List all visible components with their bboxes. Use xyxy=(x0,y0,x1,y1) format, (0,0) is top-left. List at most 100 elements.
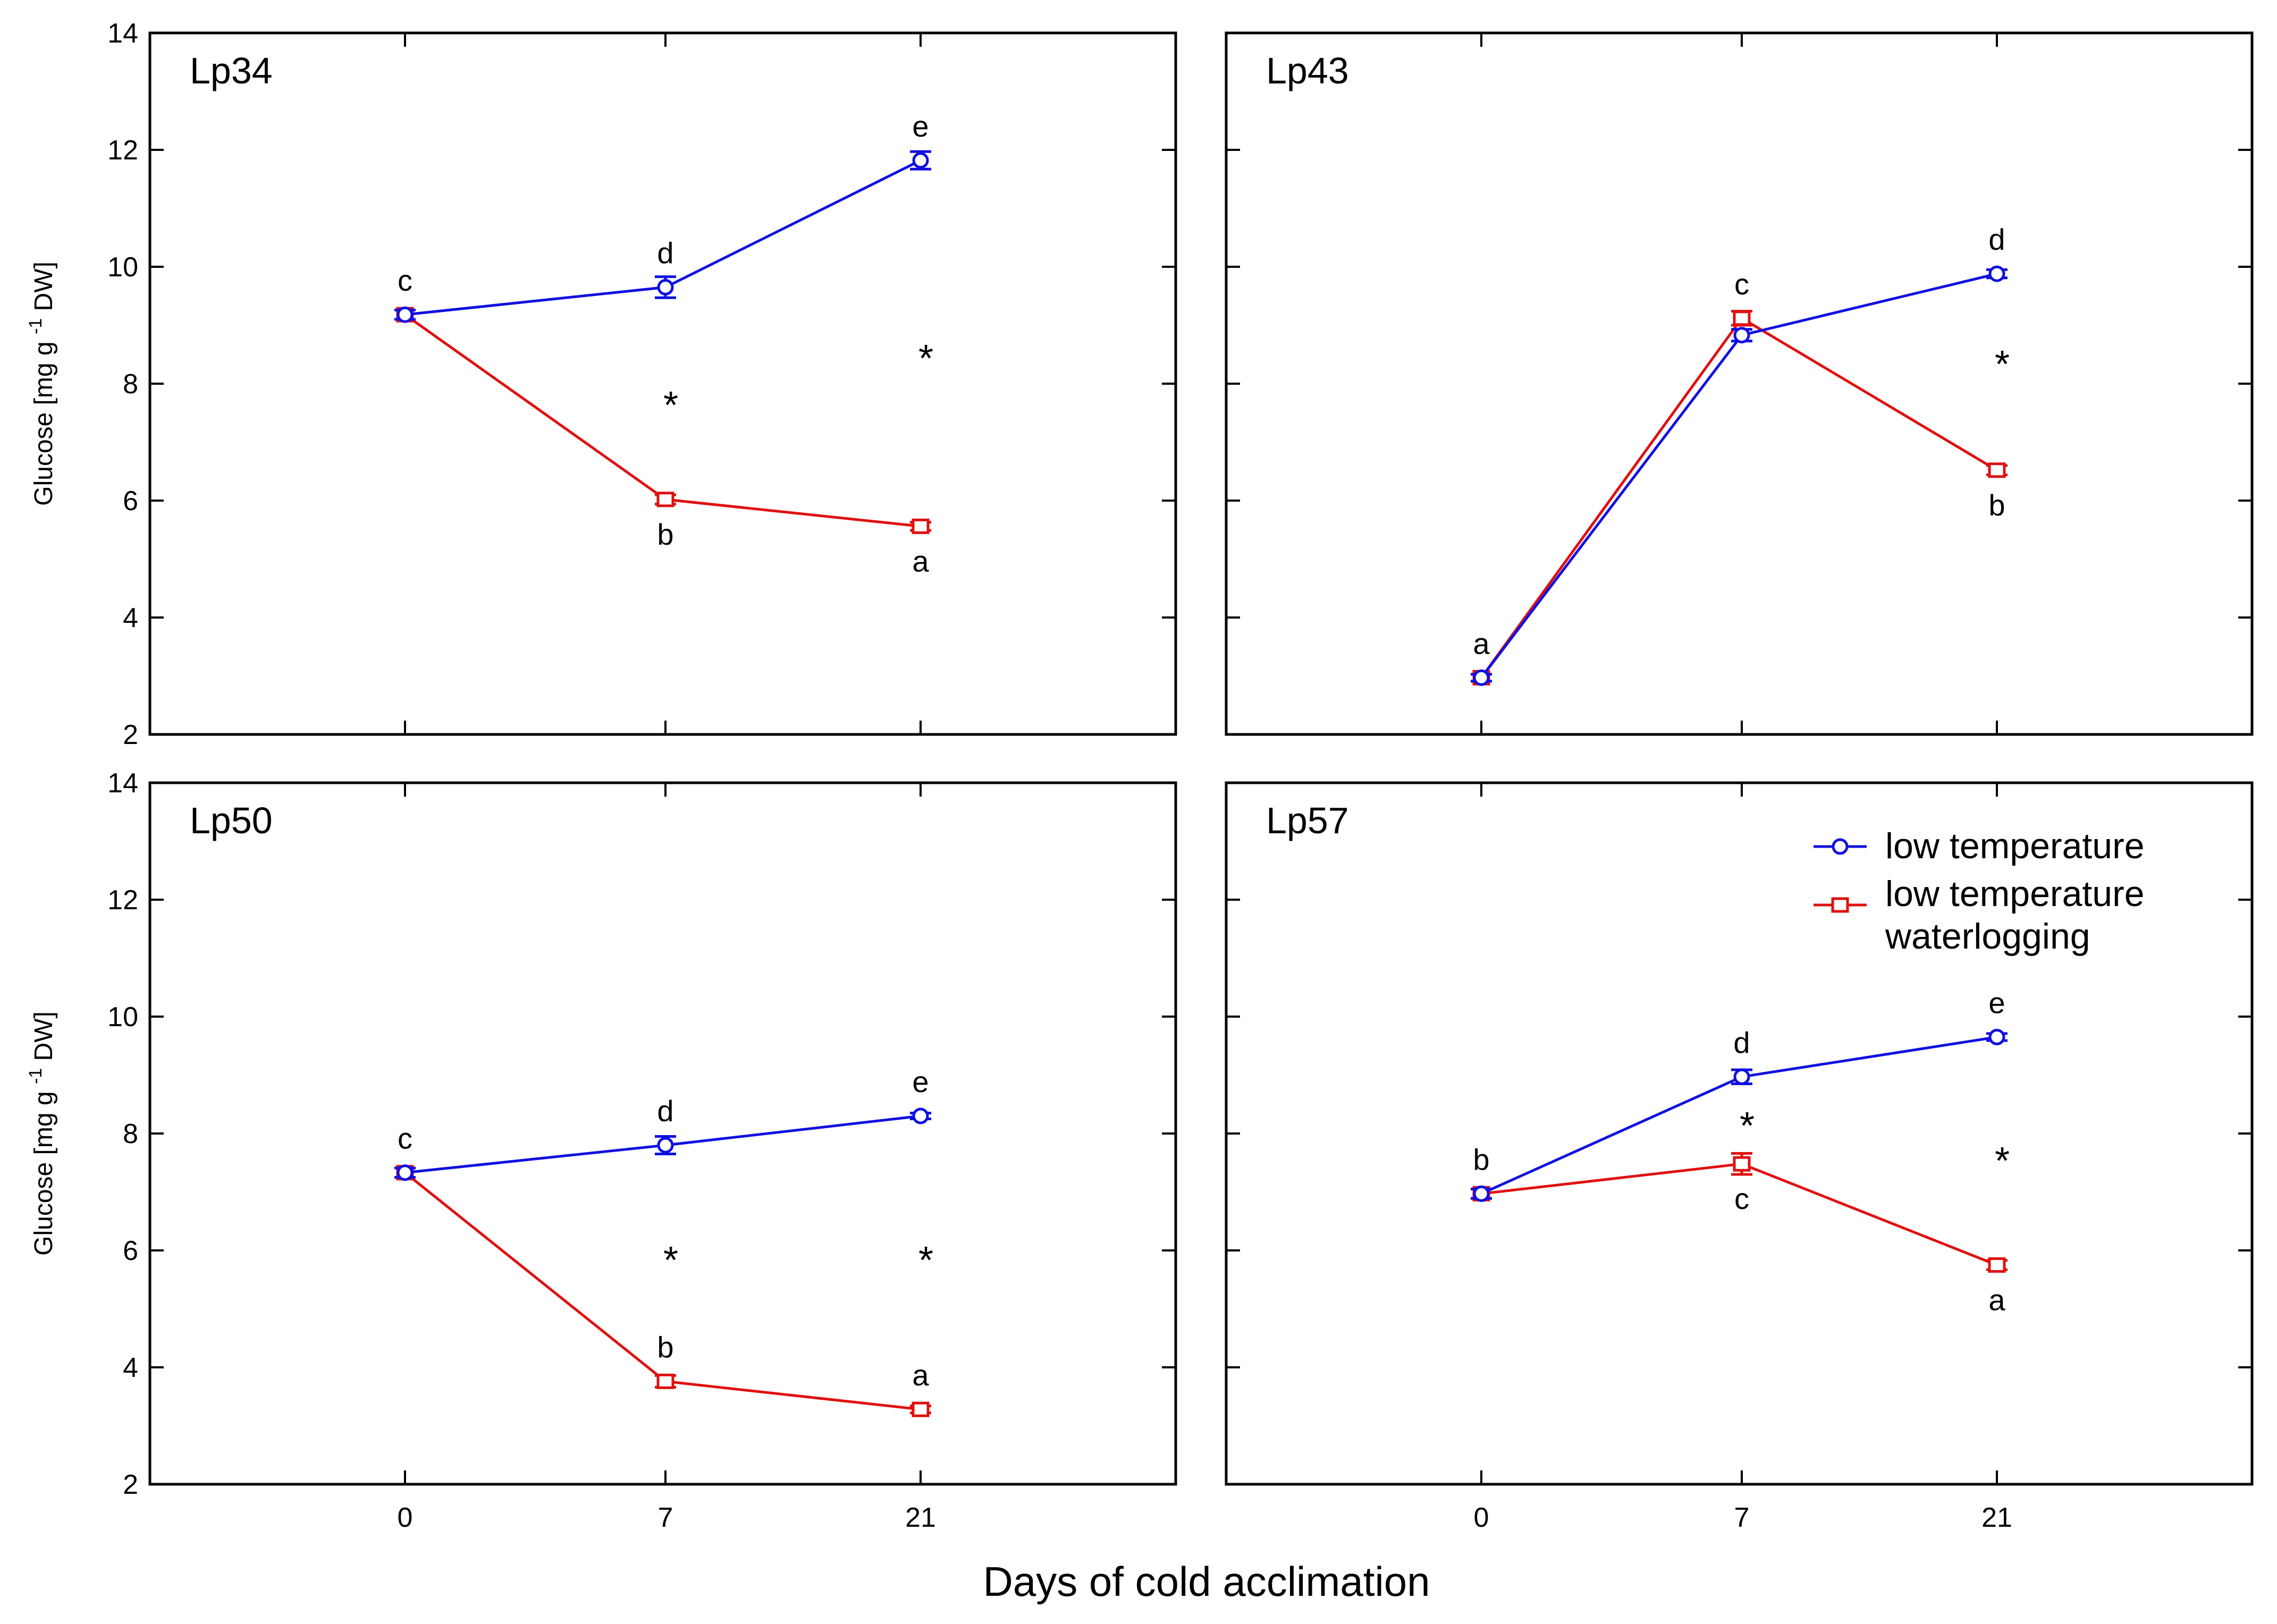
y-tick-label: 14 xyxy=(107,18,138,49)
series-low-temperature-waterlogging: ba xyxy=(394,1165,931,1417)
data-point-circle xyxy=(1988,265,2005,282)
significance-letter: c xyxy=(398,1122,412,1155)
legend-label: low temperature xyxy=(1885,874,2145,914)
series-low-temperature-waterlogging: ca xyxy=(1471,1152,2008,1317)
significance-letter: a xyxy=(1988,1283,2005,1317)
y-tick-label: 8 xyxy=(123,1119,138,1149)
y-tick-label: 2 xyxy=(123,1469,138,1500)
data-point-circle xyxy=(912,1107,929,1124)
significance-asterisk: * xyxy=(918,337,933,380)
data-point-circle xyxy=(1988,1029,2005,1045)
significance-asterisk: * xyxy=(1995,1140,2010,1182)
y-axis-label-main: Glucose [mg g xyxy=(30,334,58,506)
y-axis-label-unit: DW] xyxy=(30,261,58,318)
data-point-circle xyxy=(912,152,929,169)
significance-letter: c xyxy=(1734,1182,1749,1215)
data-point-circle xyxy=(657,279,674,295)
data-point-circle xyxy=(1473,669,1490,686)
y-tick-label: 4 xyxy=(123,1352,138,1383)
significance-letter: e xyxy=(1988,986,2005,1020)
data-point-circle xyxy=(1473,1185,1490,1202)
significance-letter: a xyxy=(1473,627,1490,660)
significance-letter: b xyxy=(1988,488,2005,522)
y-axis-label-superscript: -1 xyxy=(26,1068,46,1084)
y-tick-label: 4 xyxy=(123,603,138,633)
legend-label: low temperature xyxy=(1885,826,2145,866)
x-tick-label: 21 xyxy=(905,1502,936,1533)
significance-letter: d xyxy=(1988,223,2005,256)
significance-letter: b xyxy=(657,518,673,551)
data-point-circle xyxy=(1733,327,1750,344)
data-point-square xyxy=(912,1401,930,1417)
x-tick-label: 0 xyxy=(1474,1502,1489,1533)
panel-title: Lp50 xyxy=(190,800,273,841)
y-tick-label: 10 xyxy=(107,252,138,283)
significance-letter: d xyxy=(657,1094,673,1128)
legend-marker-square xyxy=(1831,897,1849,913)
significance-letter: d xyxy=(657,236,673,270)
panel-title: Lp43 xyxy=(1266,50,1349,91)
x-tick-label: 21 xyxy=(1981,1502,2012,1533)
panel-title: Lp57 xyxy=(1266,800,1349,841)
y-tick-label: 8 xyxy=(123,369,138,400)
significance-asterisk: * xyxy=(663,1239,678,1282)
data-point-square xyxy=(1733,1156,1751,1172)
significance-asterisk: * xyxy=(663,384,678,427)
y-tick-label: 14 xyxy=(107,768,138,799)
significance-letter: b xyxy=(657,1330,673,1364)
significance-letter: a xyxy=(912,544,929,578)
plot-frame xyxy=(1225,31,2254,736)
legend-label: waterlogging xyxy=(1885,916,2090,957)
data-point-circle xyxy=(397,1164,414,1181)
y-axis-label: Glucose [mg g -1 DW] xyxy=(26,261,58,506)
series-line xyxy=(1480,316,1998,679)
series-low-temperature-waterlogging: ba xyxy=(394,307,931,578)
data-point-circle xyxy=(657,1137,674,1154)
x-tick-label: 7 xyxy=(658,1502,673,1533)
y-axis-label: Glucose [mg g -1 DW] xyxy=(26,1011,58,1256)
y-tick-label: 2 xyxy=(123,720,138,750)
y-axis-label-unit: DW] xyxy=(30,1011,58,1068)
y-axis-label-main: Glucose [mg g xyxy=(30,1084,58,1256)
x-tick-label: 0 xyxy=(398,1502,413,1533)
series-low-temperature: c d e xyxy=(394,109,931,323)
significance-letter: a xyxy=(912,1358,929,1392)
series-low-temperature: b d e xyxy=(1471,986,2008,1202)
legend-marker-circle xyxy=(1832,838,1849,855)
significance-asterisk: * xyxy=(1740,1105,1755,1147)
data-point-square xyxy=(1988,462,2006,478)
significance-letter: c xyxy=(1734,267,1749,301)
data-point-circle xyxy=(1733,1068,1750,1085)
data-point-square xyxy=(1733,310,1751,326)
series-low-temperature: ad xyxy=(1471,223,2008,686)
y-tick-label: 12 xyxy=(107,885,138,916)
y-tick-label: 6 xyxy=(123,1236,138,1266)
series-low-temperature: c d e xyxy=(394,1065,931,1181)
y-axis-label-superscript: -1 xyxy=(26,318,46,334)
significance-letter: e xyxy=(912,109,929,143)
plot-frame xyxy=(148,31,1177,736)
x-tick-label: 7 xyxy=(1734,1502,1750,1533)
significance-letter: c xyxy=(398,264,412,297)
data-point-square xyxy=(656,1373,674,1389)
significance-asterisk: * xyxy=(918,1239,933,1282)
data-point-circle xyxy=(397,306,414,323)
significance-letter: d xyxy=(1733,1026,1750,1059)
y-tick-label: 12 xyxy=(107,135,138,166)
panel-title: Lp34 xyxy=(190,50,273,91)
y-tick-label: 10 xyxy=(107,1002,138,1033)
data-point-square xyxy=(1988,1257,2006,1273)
y-tick-label: 6 xyxy=(123,486,138,517)
significance-letter: e xyxy=(912,1065,929,1098)
data-point-square xyxy=(912,518,930,534)
significance-letter: b xyxy=(1473,1143,1489,1176)
x-axis-label: Days of cold acclimation xyxy=(983,1558,1430,1605)
significance-asterisk: * xyxy=(1995,343,2010,386)
